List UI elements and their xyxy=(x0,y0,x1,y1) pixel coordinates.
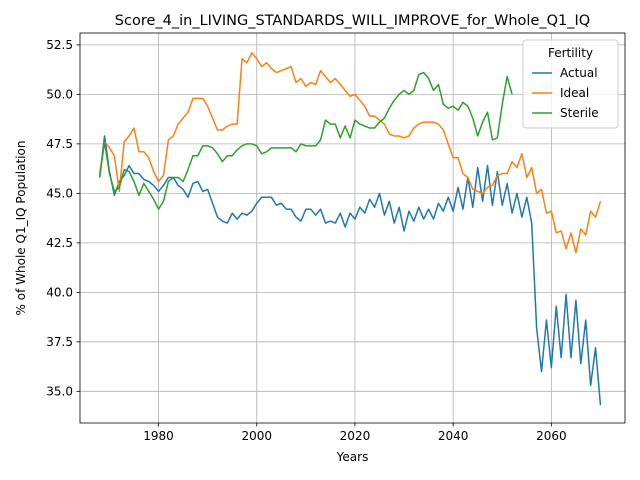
series-line-sterile xyxy=(98,71,513,210)
y-tick-label: 47.5 xyxy=(46,137,73,151)
legend: Fertility Actual Ideal Sterile xyxy=(522,39,619,129)
series-line-actual xyxy=(98,135,602,406)
axis-ticks: 1980 2000 2020 2040 2060 35.0 37.5 40.0 42.5 45.0… xyxy=(46,38,566,443)
x-tick-label: 2000 xyxy=(241,429,272,443)
chart-title: Score_4_in_LIVING_STANDARDS_WILL_IMPROVE… xyxy=(115,13,590,29)
series-lines xyxy=(98,52,602,406)
x-axis-label: Years xyxy=(336,450,369,464)
y-tick-label: 40.0 xyxy=(46,285,73,299)
series-line-ideal xyxy=(98,52,602,254)
y-axis-label: % of Whole Q1_IQ Population xyxy=(14,141,28,316)
y-tick-label: 52.5 xyxy=(46,38,73,52)
x-tick-label: 1980 xyxy=(143,429,174,443)
y-tick-label: 42.5 xyxy=(46,236,73,250)
legend-box xyxy=(522,39,619,129)
plot-frame xyxy=(79,32,626,424)
legend-title: Fertility xyxy=(548,46,593,60)
y-tick-label: 50.0 xyxy=(46,87,73,101)
y-tick-label: 45.0 xyxy=(46,186,73,200)
legend-label-ideal: Ideal xyxy=(560,86,589,100)
y-tick-label: 37.5 xyxy=(46,335,73,349)
legend-label-actual: Actual xyxy=(560,66,598,80)
x-tick-label: 2040 xyxy=(438,429,469,443)
legend-label-sterile: Sterile xyxy=(560,106,599,120)
grid xyxy=(80,33,625,423)
y-tick-label: 35.0 xyxy=(46,384,73,398)
x-tick-label: 2060 xyxy=(536,429,567,443)
x-tick-label: 2020 xyxy=(340,429,371,443)
